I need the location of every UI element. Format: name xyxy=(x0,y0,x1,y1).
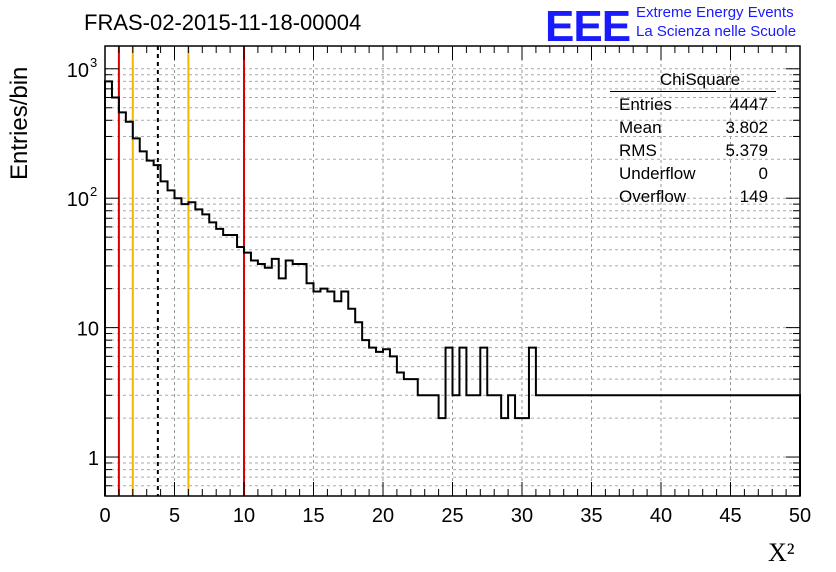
y-tick-label: 10 xyxy=(77,319,99,341)
y-tick-label: 10 xyxy=(67,60,89,82)
stats-value: 4447 xyxy=(730,95,768,114)
stats-value: 3.802 xyxy=(725,118,768,137)
stats-row-overflow: Overflow 149 xyxy=(610,185,776,208)
x-tick-label: 40 xyxy=(650,505,672,527)
x-tick-label: 50 xyxy=(789,505,811,527)
stats-label: Underflow xyxy=(619,164,696,183)
x-tick-label: 20 xyxy=(372,505,394,527)
stats-label: RMS xyxy=(619,141,657,160)
x-axis-label: X² xyxy=(768,538,795,567)
stats-label: Entries xyxy=(619,95,672,114)
y-tick-exponent: 2 xyxy=(90,184,97,199)
stats-value: 149 xyxy=(739,187,768,206)
y-tick-label: 10 xyxy=(67,189,89,211)
x-tick-label: 5 xyxy=(169,505,180,527)
x-tick-label: 30 xyxy=(511,505,533,527)
y-tick-label: 1 xyxy=(88,448,99,470)
logo-line-1: Extreme Energy Events xyxy=(636,4,794,21)
y-tick-exponent: 3 xyxy=(90,55,97,70)
histogram-series xyxy=(104,80,801,496)
x-tick-label: 25 xyxy=(441,505,463,527)
stats-value: 5.379 xyxy=(725,141,768,160)
x-tick-label: 15 xyxy=(302,505,324,527)
x-tick-label: 35 xyxy=(580,505,602,527)
stats-row-entries: Entries 4447 xyxy=(610,93,776,116)
logo-line-2: La Scienza nelle Scuole xyxy=(636,23,797,40)
y-axis-label: Entries/bin xyxy=(6,66,33,180)
stats-value: 0 xyxy=(758,164,768,183)
stats-row-mean: Mean 3.802 xyxy=(610,116,776,139)
x-tick-label: 10 xyxy=(233,505,255,527)
stats-row-underflow: Underflow 0 xyxy=(610,162,776,185)
stats-divider xyxy=(610,91,776,92)
stats-row-rms: RMS 5.379 xyxy=(610,139,776,162)
x-tick-label: 0 xyxy=(99,505,110,527)
stats-label: Overflow xyxy=(619,187,687,206)
x-tick-label: 45 xyxy=(719,505,741,527)
chart-title: FRAS-02-2015-11-18-00004 xyxy=(84,10,362,35)
stats-label: Mean xyxy=(619,118,662,137)
stats-title: ChiSquare xyxy=(659,70,741,89)
eee-logo: EEE xyxy=(545,2,631,51)
stats-box: ChiSquare Entries 4447 Mean 3.802 RMS 5.… xyxy=(610,70,776,208)
